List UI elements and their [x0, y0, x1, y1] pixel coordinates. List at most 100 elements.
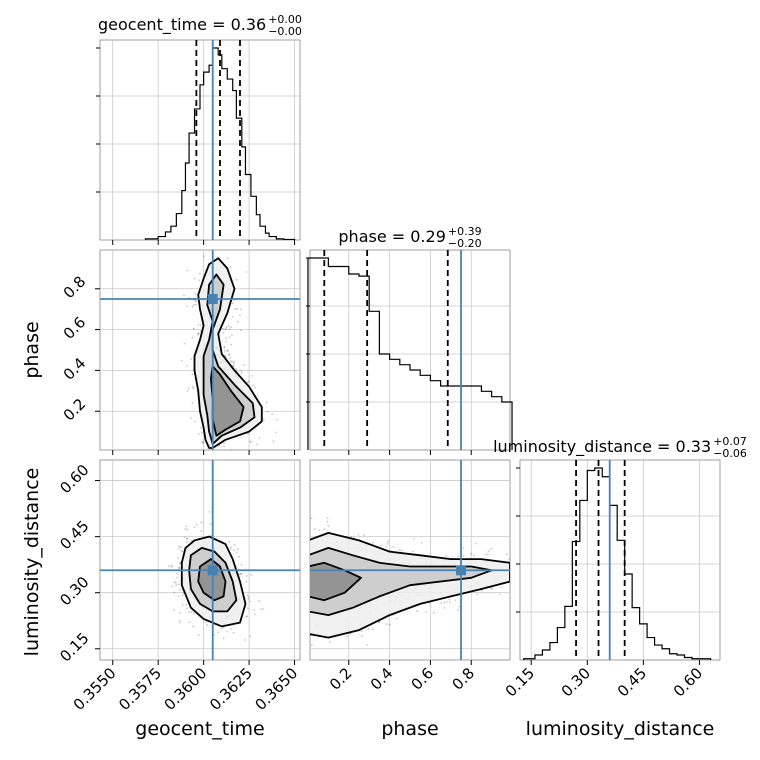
- sample-point: [500, 586, 502, 589]
- x-axis-label-geocent_time: geocent_time: [135, 718, 264, 740]
- sample-point: [380, 544, 382, 547]
- sample-point: [246, 381, 249, 384]
- sample-point: [248, 380, 250, 383]
- sample-point: [185, 525, 188, 528]
- sample-point: [271, 413, 273, 415]
- sample-point: [226, 630, 229, 633]
- sample-point: [416, 610, 418, 613]
- sample-point: [179, 588, 181, 591]
- sample-point: [226, 257, 229, 260]
- sample-point: [327, 524, 330, 527]
- sample-point: [232, 365, 235, 367]
- sample-point: [233, 361, 236, 363]
- sample-point: [508, 557, 510, 560]
- axes-layer: [95, 47, 700, 665]
- y-tick-label-phase: 0.8: [60, 272, 90, 302]
- sample-point: [505, 553, 508, 556]
- sample-point: [199, 273, 201, 275]
- panel-frame-geocent_time: [99, 39, 301, 241]
- sample-point: [473, 554, 475, 557]
- sample-point: [250, 573, 253, 576]
- sample-point: [202, 442, 205, 445]
- sample-point: [180, 359, 183, 362]
- sample-point: [246, 594, 249, 597]
- sample-point: [235, 278, 238, 281]
- sample-point: [387, 540, 390, 542]
- x-tick-label-geocent_time: 0.3575: [115, 664, 165, 714]
- sample-point: [258, 600, 261, 602]
- sample-point: [221, 327, 224, 330]
- sample-point: [230, 628, 233, 630]
- sample-point: [171, 564, 173, 567]
- sample-point: [181, 594, 184, 597]
- sample-point: [232, 316, 234, 318]
- sample-point: [470, 553, 472, 555]
- sample-point: [223, 350, 226, 352]
- sample-point: [253, 609, 256, 611]
- sample-point: [229, 245, 231, 247]
- sample-point: [178, 621, 181, 624]
- sample-point: [235, 367, 238, 370]
- sample-point: [188, 611, 190, 613]
- sample-point: [378, 620, 381, 623]
- sample-point: [244, 639, 246, 641]
- sample-point: [225, 337, 227, 340]
- panel-frame-phase: [309, 249, 511, 451]
- x-axis-label-luminosity_distance: luminosity_distance: [526, 718, 715, 740]
- sample-point: [190, 611, 193, 613]
- sample-point: [177, 583, 180, 586]
- sample-point: [192, 387, 195, 390]
- sample-point: [176, 576, 179, 579]
- sample-point: [245, 580, 248, 583]
- sample-point: [304, 630, 306, 632]
- sample-point: [258, 437, 261, 439]
- sample-point: [304, 542, 306, 544]
- sample-point: [232, 631, 235, 634]
- sample-point: [225, 326, 228, 328]
- sample-point: [432, 611, 435, 614]
- sample-point: [229, 360, 232, 363]
- x-tick-label-geocent_time: 0.3550: [70, 664, 120, 714]
- sample-point: [454, 599, 457, 601]
- sample-point: [202, 441, 205, 443]
- sample-point: [449, 601, 451, 603]
- sample-point: [179, 611, 181, 614]
- sample-point: [186, 390, 189, 392]
- sample-point: [200, 521, 203, 524]
- sample-point: [186, 537, 188, 540]
- y-tick-label-luminosity_distance: 0.15: [56, 629, 92, 665]
- sample-point: [179, 546, 182, 548]
- sample-point: [223, 445, 225, 448]
- sample-point: [202, 255, 205, 258]
- sample-point: [240, 370, 243, 372]
- sample-point: [186, 607, 189, 610]
- sample-point: [236, 308, 239, 311]
- sample-point: [250, 441, 253, 443]
- sample-point: [222, 455, 224, 457]
- sample-point: [443, 607, 446, 609]
- sample-point: [208, 511, 211, 513]
- sample-point: [323, 528, 326, 531]
- sample-point: [328, 641, 331, 643]
- sample-point: [251, 384, 254, 387]
- x-tick-label-geocent_time: 0.3600: [161, 664, 211, 714]
- sample-point: [191, 373, 194, 376]
- title-sup-luminosity_distance: +0.07: [713, 435, 747, 448]
- sample-point: [389, 623, 391, 626]
- sample-point: [239, 329, 242, 332]
- sample-point: [513, 549, 515, 551]
- sample-point: [179, 562, 181, 564]
- density-phase_vs_geocent_time: [172, 245, 279, 457]
- sample-point: [178, 567, 181, 569]
- sample-point: [491, 588, 494, 591]
- contour-luminosity_distance_vs_phase-2: [310, 561, 362, 602]
- sample-point: [193, 526, 196, 529]
- sample-point: [318, 529, 321, 532]
- sample-point: [456, 555, 459, 558]
- sample-point: [235, 551, 238, 554]
- sample-point: [272, 440, 275, 443]
- x-tick-label-phase: 0.6: [408, 664, 438, 694]
- sample-point: [230, 448, 233, 450]
- sample-point: [183, 294, 185, 297]
- sample-point: [186, 305, 189, 307]
